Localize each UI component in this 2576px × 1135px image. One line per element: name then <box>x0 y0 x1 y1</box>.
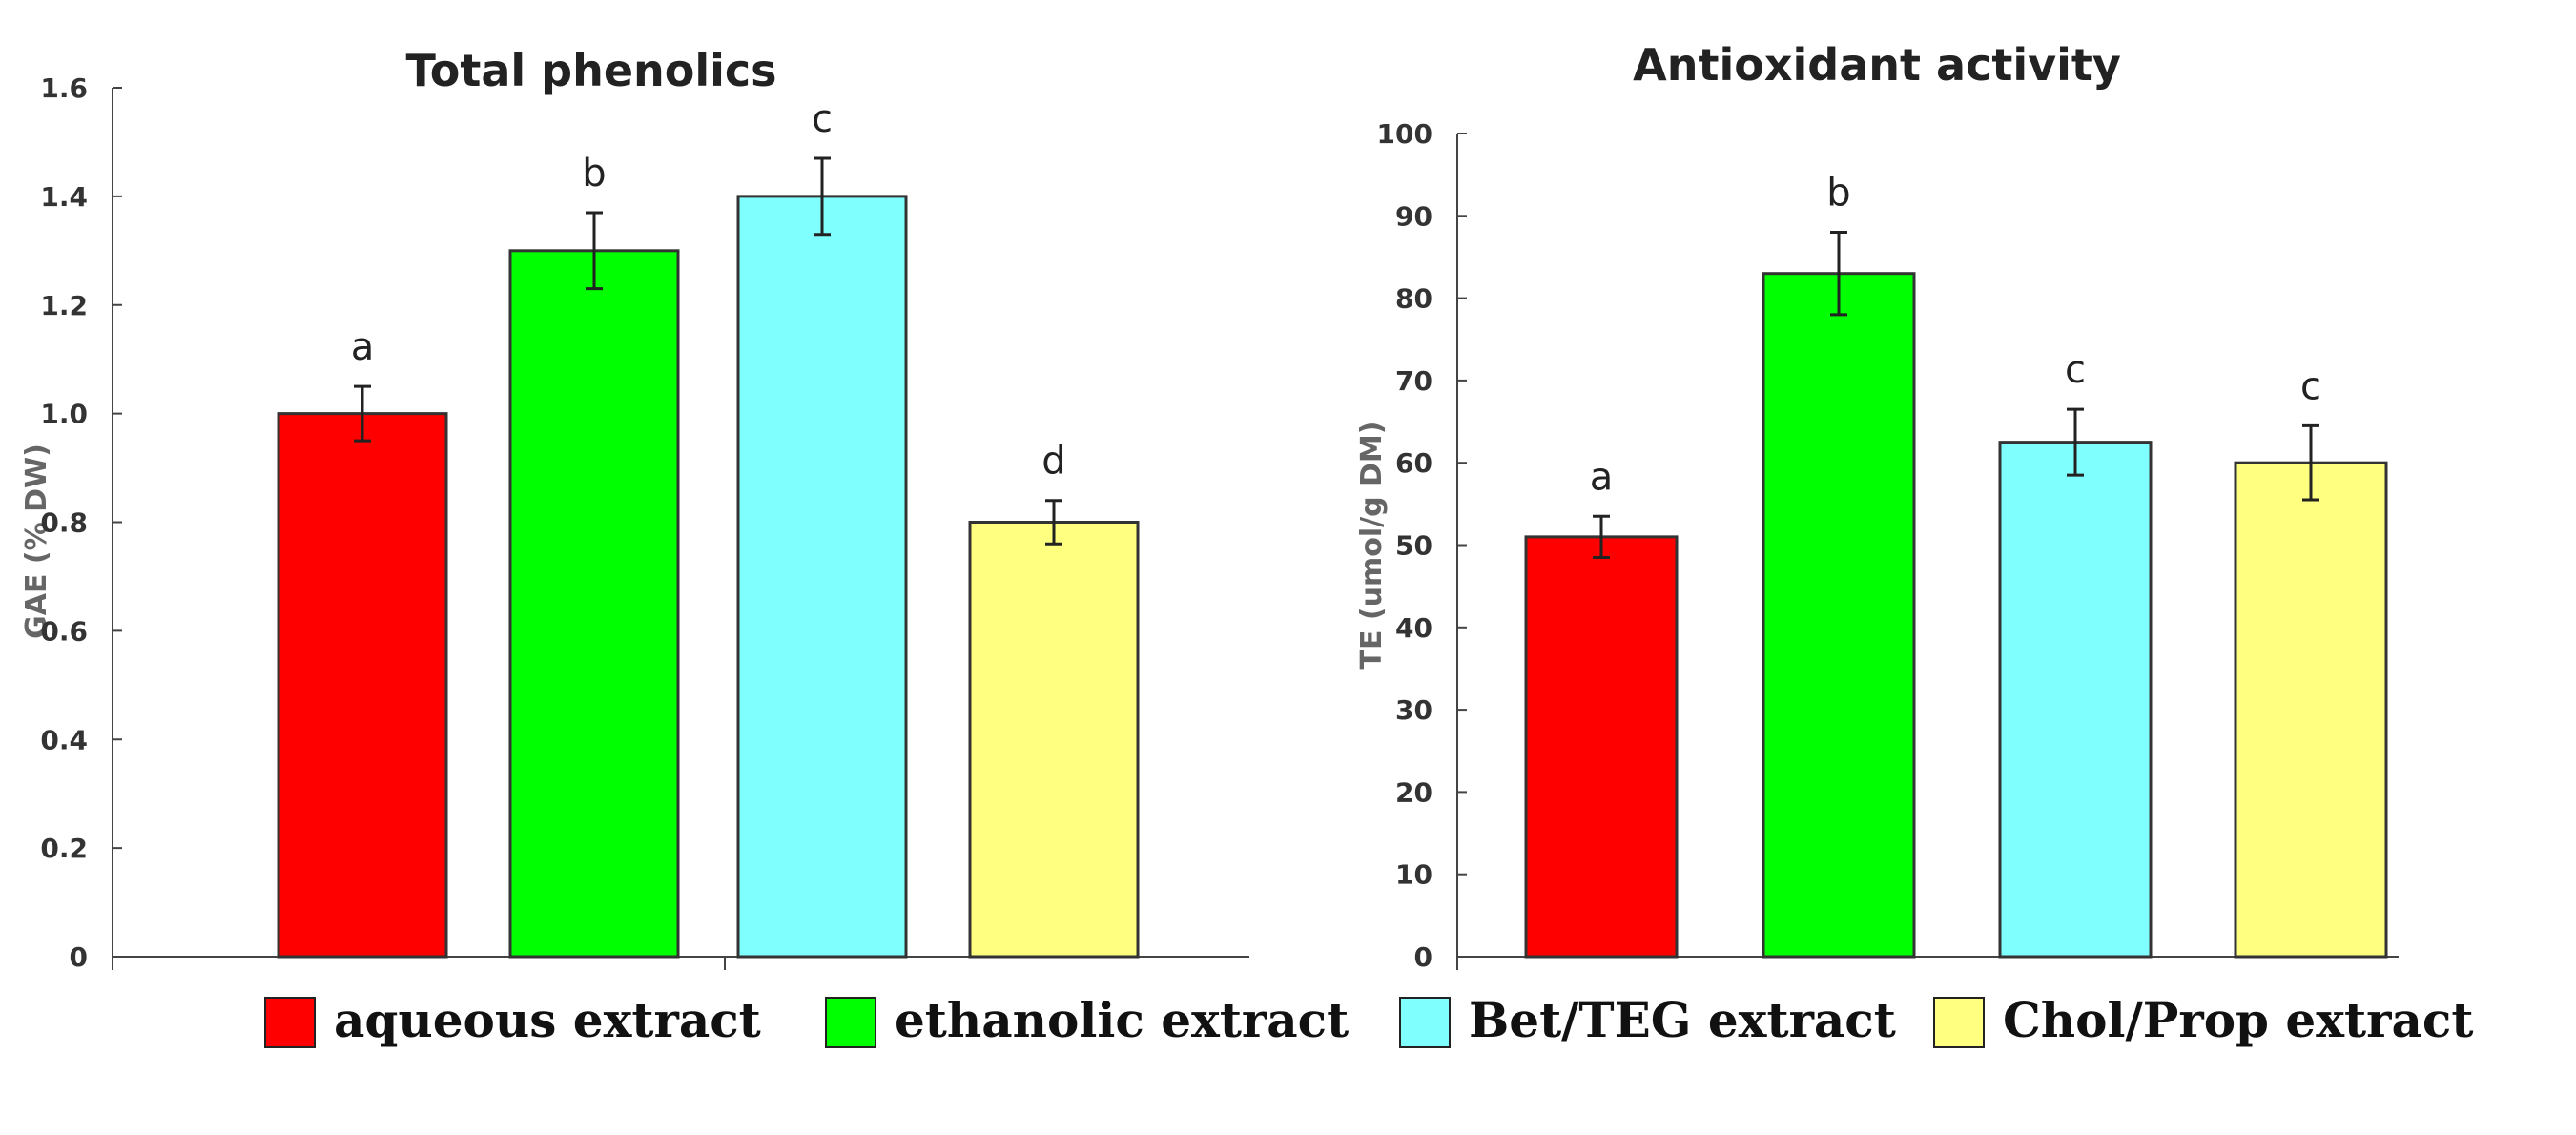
chart-total-phenolics: Total phenolics GAE (% DW) 0 0.2 0.4 0.6 0.8 1.… <box>20 45 1249 973</box>
bar <box>508 249 680 959</box>
bar <box>2234 461 2388 959</box>
legend-item-bet-teg: Bet/TEG extract <box>1399 992 1896 1048</box>
bar <box>277 412 448 959</box>
y-tick-label: 1.4 <box>40 181 88 213</box>
bar <box>736 195 908 959</box>
y-tick-label: 40 <box>1395 612 1432 644</box>
legend-swatch-bet-teg <box>1399 997 1451 1048</box>
bar <box>968 521 1140 959</box>
bar <box>1998 441 2153 959</box>
bar <box>1762 272 1916 959</box>
legend-label-bet-teg: Bet/TEG extract <box>1469 992 1896 1048</box>
y-tick-label: 20 <box>1395 776 1432 808</box>
legend-label-chol-prop: Chol/Prop extract <box>2003 992 2473 1048</box>
significance-letter: d <box>1041 440 1065 484</box>
y-tick-label: 80 <box>1395 283 1432 315</box>
y-tick-label: 60 <box>1395 447 1432 479</box>
legend-item-aqueous: aqueous extract <box>264 992 761 1048</box>
y-tick-label: 100 <box>1377 118 1432 150</box>
legend-swatch-ethanolic <box>825 997 876 1048</box>
bar <box>1524 535 1679 959</box>
legend-swatch-chol-prop <box>1933 997 1985 1048</box>
significance-letter: a <box>1590 455 1614 499</box>
significance-letter: c <box>2065 348 2086 392</box>
significance-letter: c <box>2300 364 2321 408</box>
y-tick-label: 0.8 <box>40 507 88 539</box>
y-tick-label: 0.6 <box>40 615 88 647</box>
y-tick-label: 50 <box>1395 530 1432 562</box>
y-tick-label: 0.2 <box>40 833 88 864</box>
significance-letter: a <box>351 325 375 369</box>
legend-label-aqueous: aqueous extract <box>334 992 761 1048</box>
chart-title: Antioxidant activity <box>1633 39 2121 91</box>
y-axis-label: GAE (% DW) <box>20 444 53 639</box>
y-tick-label: 1.6 <box>40 72 88 104</box>
y-tick-label: 10 <box>1395 859 1432 891</box>
y-tick-label: 0 <box>70 941 88 973</box>
y-tick-label: 0 <box>1414 941 1432 973</box>
y-tick-label: 30 <box>1395 694 1432 726</box>
legend-item-chol-prop: Chol/Prop extract <box>1933 992 2473 1048</box>
y-tick-label: 70 <box>1395 365 1432 397</box>
chart-title: Total phenolics <box>405 45 776 96</box>
chart-antioxidant-activity: Antioxidant activity TE (umol/g DM) 0 10 20 3… <box>1355 39 2399 973</box>
y-tick-label: 0.4 <box>40 724 88 755</box>
significance-letter: b <box>582 152 606 196</box>
legend: aqueous extract ethanolic extract Bet/TE… <box>264 992 2473 1048</box>
y-tick-label: 1.2 <box>40 290 88 321</box>
legend-item-ethanolic: ethanolic extract <box>825 992 1349 1048</box>
significance-letter: b <box>1826 172 1850 216</box>
legend-swatch-aqueous <box>264 997 316 1048</box>
significance-letter: c <box>812 97 833 141</box>
y-axis-label: TE (umol/g DM) <box>1355 422 1389 670</box>
legend-label-ethanolic: ethanolic extract <box>895 992 1349 1048</box>
y-tick-label: 1.0 <box>40 399 88 430</box>
y-tick-label: 90 <box>1395 200 1432 232</box>
